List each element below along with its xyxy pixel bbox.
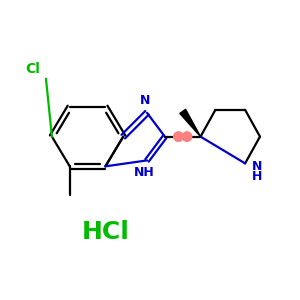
Circle shape [174,132,183,141]
Polygon shape [180,109,200,136]
Text: N: N [252,160,262,173]
Circle shape [182,132,192,141]
Text: HCl: HCl [82,220,129,244]
Text: NH: NH [134,166,154,179]
Text: N: N [140,94,151,107]
Text: Cl: Cl [26,62,40,76]
Text: H: H [252,170,262,183]
